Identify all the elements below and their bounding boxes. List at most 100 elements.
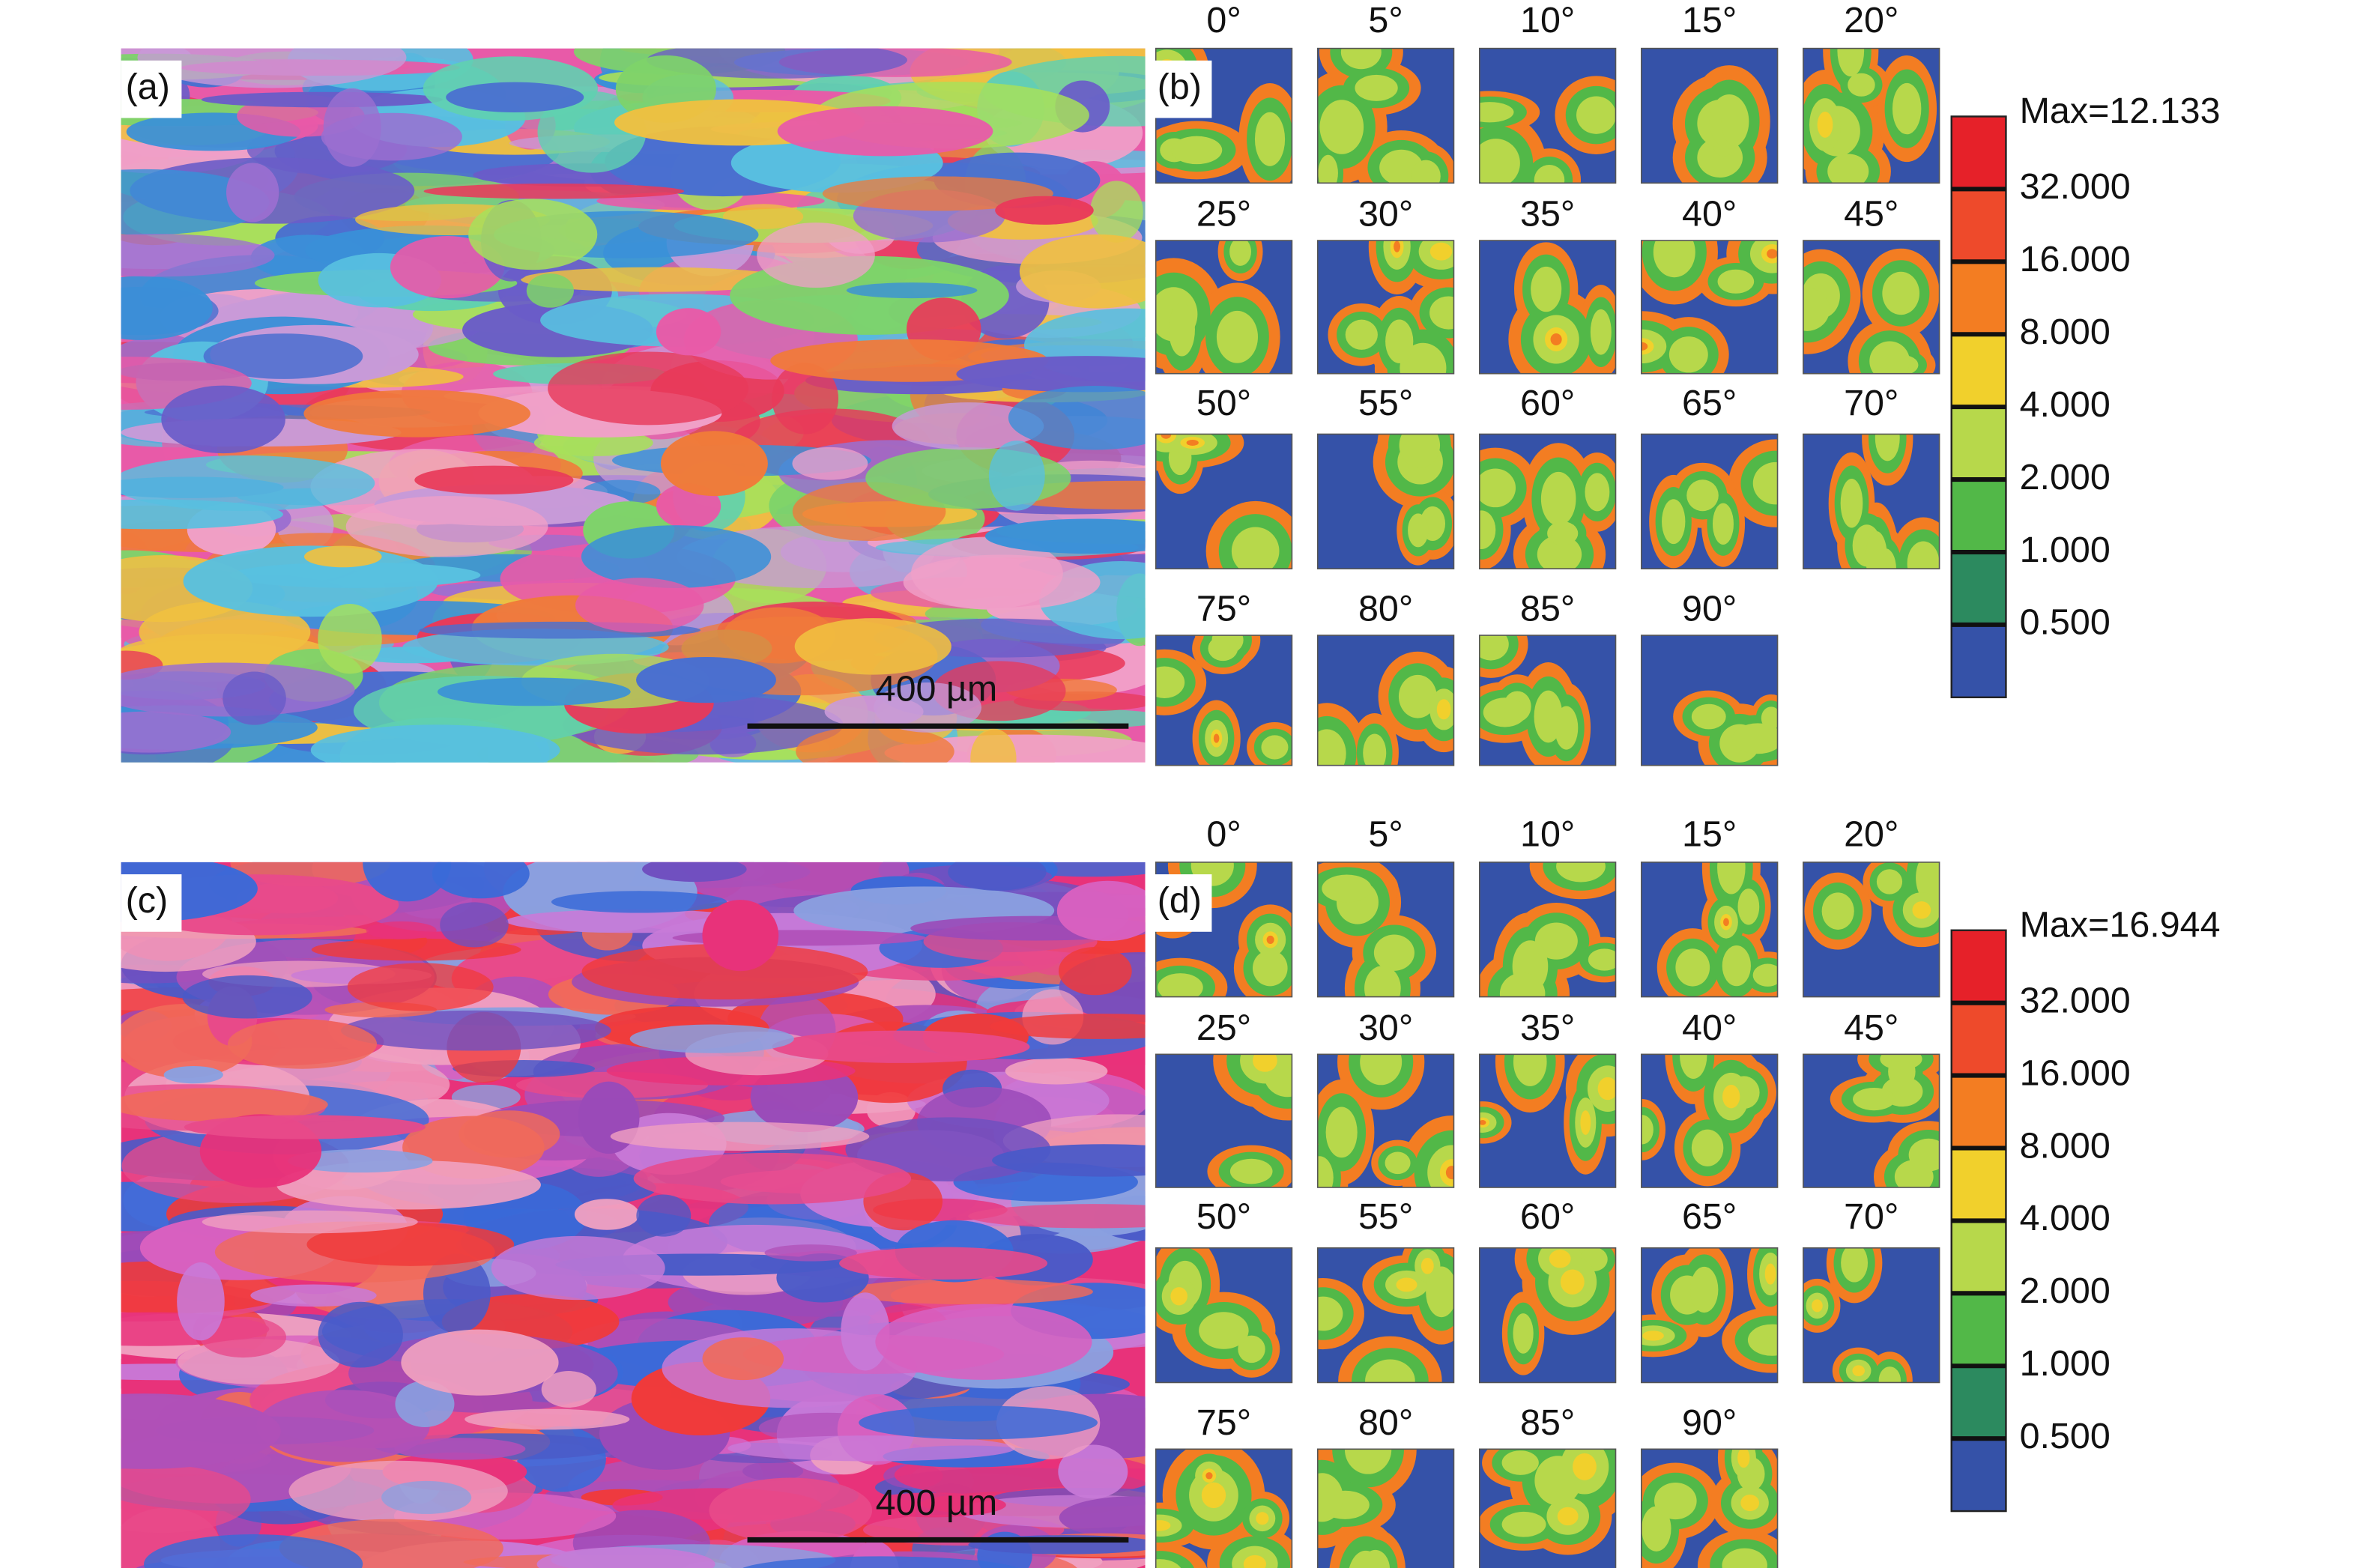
grain (610, 1121, 870, 1151)
panel-label-box (1154, 874, 1212, 932)
odf-section (1155, 434, 1292, 569)
scale-bar-label: 400 µm (876, 1483, 998, 1523)
odf-section (1317, 240, 1454, 374)
grain (989, 1014, 1146, 1039)
grain (1005, 1058, 1108, 1085)
odf-contour-mid (1803, 288, 1830, 331)
grain (911, 536, 1063, 610)
angle-label: 85° (1520, 1402, 1575, 1443)
odf-contour-mid (1479, 102, 1514, 123)
odf-contour-high (1201, 1482, 1226, 1509)
grain (318, 1301, 403, 1368)
colorbar-band (1951, 551, 2006, 625)
odf-contour-mid (1686, 479, 1719, 512)
grain (340, 1010, 611, 1051)
grain (841, 1292, 890, 1371)
colorbar-band (1951, 1366, 2006, 1439)
odf-frame (1316, 1053, 1455, 1188)
odf-contour-high (1580, 1110, 1591, 1135)
odf-section (1641, 434, 1778, 569)
odf-section (1155, 1054, 1292, 1187)
colorbar-band (1951, 1438, 2006, 1512)
odf-frame (1641, 433, 1779, 569)
grain (432, 862, 530, 899)
odf-contour-mid (1737, 889, 1760, 925)
odf-section (1479, 1054, 1616, 1187)
odf-contour-mid (1675, 948, 1710, 987)
odf-contour-mid (1534, 164, 1565, 184)
odf-frame (1478, 433, 1617, 569)
grain (366, 921, 437, 939)
odf-contour-mid (1231, 527, 1280, 569)
odf-section (1155, 635, 1292, 766)
grain (182, 975, 312, 1019)
colorbar-level: 1.000 (2020, 1343, 2111, 1384)
odf-contour-mid (1641, 1115, 1653, 1145)
odf-contour-mid (1501, 1511, 1546, 1537)
panel-label: (c) (126, 880, 168, 921)
grain (727, 1435, 1015, 1462)
odf-contour-mid (1585, 473, 1610, 512)
grain (345, 495, 548, 557)
angle-label: 40° (1682, 1008, 1737, 1048)
scale-bar-label: 400 µm (876, 669, 998, 709)
odf-contour-mid (1827, 154, 1869, 184)
odf-contour-mid (1361, 1549, 1391, 1568)
grain (772, 1030, 1030, 1063)
grain (256, 1390, 430, 1462)
grain (968, 1204, 1146, 1229)
odf-contour-mid (1668, 336, 1708, 373)
odf-section (1803, 434, 1940, 569)
grain (363, 862, 452, 902)
odf-contour-mid (1540, 471, 1576, 526)
grain (203, 333, 363, 379)
odf-section (1317, 1247, 1454, 1383)
grain (581, 943, 868, 1000)
colorbar-level: 32.000 (2020, 980, 2131, 1020)
grain (521, 267, 791, 292)
grain (137, 48, 407, 88)
odf-peak (1550, 333, 1562, 345)
odf-contour-mid (1365, 1359, 1415, 1383)
grain (446, 82, 584, 112)
odf-frame (1155, 1247, 1293, 1384)
grain (161, 385, 285, 454)
odf-contour-mid (1717, 862, 1746, 895)
angle-label: 50° (1196, 1196, 1251, 1237)
odf-contour-mid (1732, 723, 1778, 754)
odf-contour-high (1764, 1263, 1776, 1285)
grain (1058, 946, 1132, 996)
odf-frame (1155, 1053, 1293, 1188)
colorbar-band (1951, 1293, 2006, 1366)
odf-contour-mid (1155, 1559, 1181, 1568)
odf-contour-mid (1317, 1156, 1334, 1187)
grain (859, 1492, 1006, 1518)
grain (526, 273, 574, 308)
odf-contour-mid (1199, 1312, 1249, 1349)
angle-label: 80° (1358, 1402, 1413, 1443)
odf-contour-mid (1866, 531, 1888, 569)
odf-peak (1767, 249, 1778, 259)
odf-frame (1155, 240, 1293, 375)
odf-contour-mid (1531, 266, 1562, 312)
grain (121, 234, 275, 277)
odf-peak (1445, 1166, 1454, 1180)
odf-contour-high (1817, 112, 1833, 138)
angle-label: 90° (1682, 589, 1737, 629)
odf-contour-mid (1722, 945, 1751, 987)
colorbar-max: Max=16.944 (2020, 905, 2221, 945)
odf-contour-high (1722, 1085, 1740, 1109)
odf-contour-mid (1238, 1335, 1265, 1363)
odf-contour-mid (1840, 478, 1863, 528)
odf-contour-mid (1721, 95, 1743, 145)
odf-contour-mid (1752, 963, 1778, 987)
grain (1059, 1496, 1146, 1539)
odf-contour-mid (1761, 706, 1778, 730)
grain (306, 1223, 515, 1266)
odf-contour-mid (1317, 1473, 1343, 1522)
odf-contour-mid (1229, 240, 1251, 266)
odf-contour-mid (1168, 302, 1195, 357)
grain (144, 1534, 363, 1568)
grain (629, 1024, 794, 1053)
grain (228, 1019, 377, 1069)
